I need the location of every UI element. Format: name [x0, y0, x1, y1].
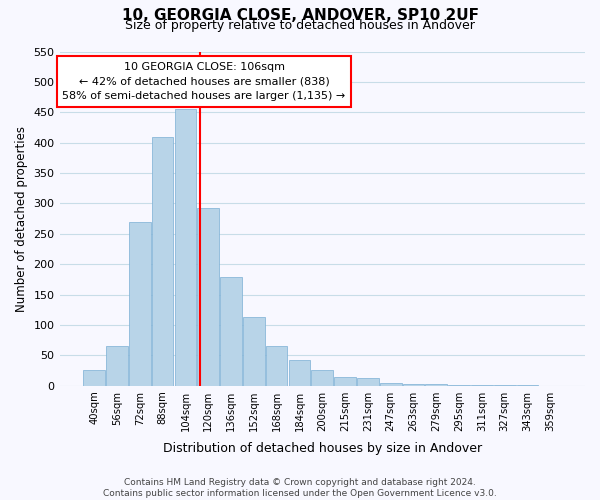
Bar — [471, 385, 493, 386]
Bar — [83, 370, 105, 386]
Bar — [448, 385, 470, 386]
Text: 10, GEORGIA CLOSE, ANDOVER, SP10 2UF: 10, GEORGIA CLOSE, ANDOVER, SP10 2UF — [121, 8, 479, 22]
Bar — [517, 385, 538, 386]
Bar — [106, 346, 128, 386]
Bar — [311, 370, 333, 386]
Bar — [380, 383, 401, 386]
Bar — [403, 384, 424, 386]
Bar — [152, 136, 173, 386]
Bar — [243, 317, 265, 386]
Bar — [220, 277, 242, 386]
Bar — [425, 384, 447, 386]
Bar — [289, 360, 310, 386]
Text: Contains HM Land Registry data © Crown copyright and database right 2024.
Contai: Contains HM Land Registry data © Crown c… — [103, 478, 497, 498]
X-axis label: Distribution of detached houses by size in Andover: Distribution of detached houses by size … — [163, 442, 482, 455]
Y-axis label: Number of detached properties: Number of detached properties — [15, 126, 28, 312]
Bar — [494, 385, 515, 386]
Bar — [129, 222, 151, 386]
Bar — [357, 378, 379, 386]
Bar — [197, 208, 219, 386]
Text: 10 GEORGIA CLOSE: 106sqm
← 42% of detached houses are smaller (838)
58% of semi-: 10 GEORGIA CLOSE: 106sqm ← 42% of detach… — [62, 62, 346, 101]
Bar — [334, 376, 356, 386]
Bar — [266, 346, 287, 386]
Text: Size of property relative to detached houses in Andover: Size of property relative to detached ho… — [125, 19, 475, 32]
Bar — [175, 109, 196, 386]
